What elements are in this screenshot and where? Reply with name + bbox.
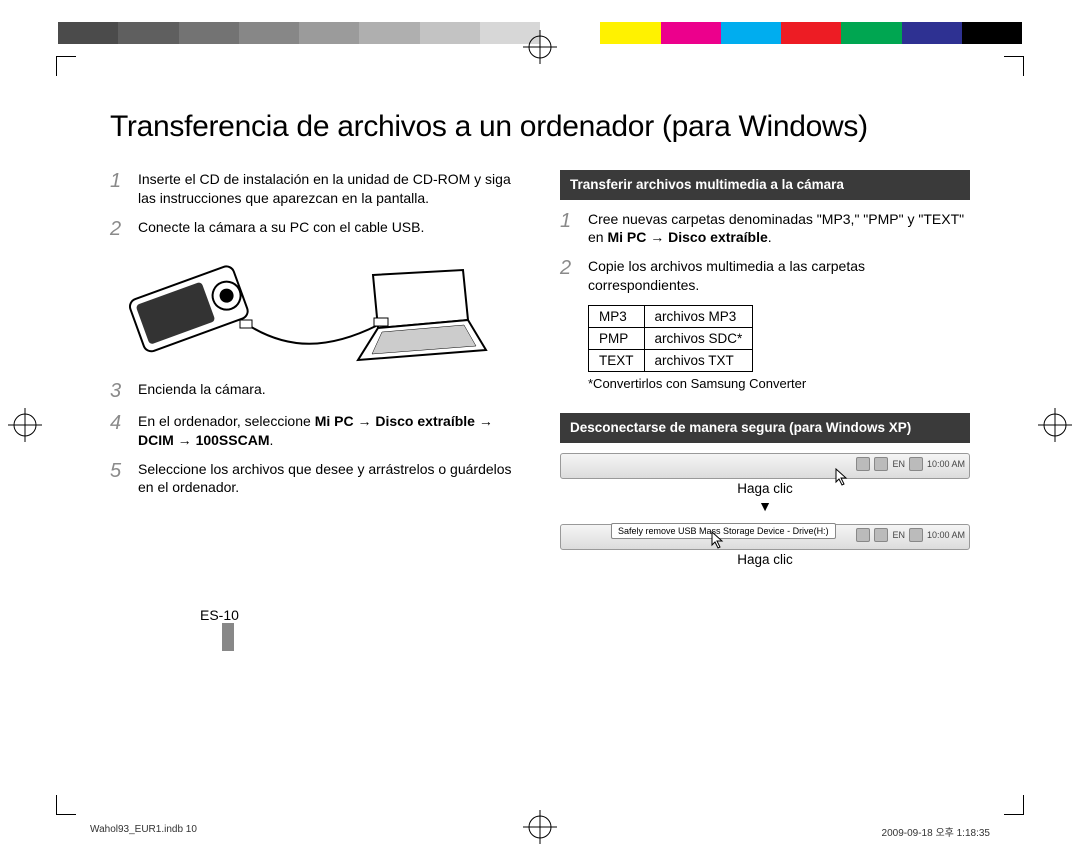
- tray-icon: [856, 528, 870, 542]
- left-column: 1 Inserte el CD de instalación en la uni…: [110, 170, 520, 567]
- page-tab-marker: [222, 623, 234, 651]
- page-title: Transferencia de archivos a un ordenador…: [110, 110, 970, 144]
- step-text: Encienda la cámara.: [138, 380, 520, 402]
- table-row: TEXTarchivos TXT: [589, 350, 753, 372]
- registration-mark-right: [1038, 408, 1072, 442]
- step-number: 1: [110, 170, 138, 208]
- cursor-icon: [835, 468, 849, 486]
- taskbar-screenshot-2: Safely remove USB Mass Storage Device - …: [560, 524, 970, 567]
- registration-mark-top: [523, 30, 557, 64]
- step-number: 1: [560, 210, 588, 248]
- tray-clock: 10:00 AM: [927, 530, 965, 540]
- windows-taskbar: Safely remove USB Mass Storage Device - …: [560, 524, 970, 550]
- footer-timestamp: 2009-09-18 오후 1:18:35: [882, 824, 990, 839]
- tray-icon: [909, 528, 923, 542]
- crop-mark: [56, 795, 76, 815]
- step: 5 Seleccione los archivos que desee y ar…: [110, 460, 520, 498]
- step-number: 4: [110, 412, 138, 450]
- step-number: 2: [560, 257, 588, 295]
- section-header: Desconectarse de manera segura (para Win…: [560, 413, 970, 443]
- registration-mark-left: [8, 408, 42, 442]
- caption: Haga clic: [560, 552, 970, 567]
- tray-lang: EN: [892, 459, 905, 469]
- step-number: 3: [110, 380, 138, 402]
- step-text: Cree nuevas carpetas denominadas "MP3," …: [588, 210, 970, 248]
- tray-icon: [874, 528, 888, 542]
- step-text: En el ordenador, seleccione Mi PC → Disc…: [138, 412, 520, 450]
- camera-laptop-diagram: [128, 250, 520, 370]
- step: 2 Conecte la cámara a su PC con el cable…: [110, 218, 520, 240]
- step-text: Inserte el CD de instalación en la unida…: [138, 170, 520, 208]
- section-header: Transferir archivos multimedia a la cáma…: [560, 170, 970, 200]
- right-column: Transferir archivos multimedia a la cáma…: [560, 170, 970, 567]
- step: 3 Encienda la cámara.: [110, 380, 520, 402]
- tray-icon: [856, 457, 870, 471]
- caption: Haga clic: [560, 481, 970, 496]
- print-footer: Wahol93_EUR1.indb 10 2009-09-18 오후 1:18:…: [90, 824, 990, 839]
- step-number: 2: [110, 218, 138, 240]
- tray-lang: EN: [892, 530, 905, 540]
- crop-mark: [56, 56, 76, 76]
- step-text: Copie los archivos multimedia a las carp…: [588, 257, 970, 295]
- windows-taskbar: EN 10:00 AM: [560, 453, 970, 479]
- footnote: *Convertirlos con Samsung Converter: [588, 376, 970, 391]
- tray-icon: [909, 457, 923, 471]
- taskbar-screenshot-1: EN 10:00 AM Haga clic: [560, 453, 970, 496]
- table-row: MP3archivos MP3: [589, 306, 753, 328]
- crop-mark: [1004, 795, 1024, 815]
- step: 4 En el ordenador, seleccione Mi PC → Di…: [110, 412, 520, 450]
- step: 1 Cree nuevas carpetas denominadas "MP3,…: [560, 210, 970, 248]
- step-text: Seleccione los archivos que desee y arrá…: [138, 460, 520, 498]
- cursor-icon: [711, 531, 725, 549]
- crop-mark: [1004, 56, 1024, 76]
- page-content: Transferencia de archivos a un ordenador…: [110, 110, 970, 623]
- step-text: Conecte la cámara a su PC con el cable U…: [138, 218, 520, 240]
- page-number: ES-10: [200, 607, 970, 623]
- file-types-table: MP3archivos MP3 PMParchivos SDC* TEXTarc…: [588, 305, 753, 372]
- table-row: PMParchivos SDC*: [589, 328, 753, 350]
- step: 2 Copie los archivos multimedia a las ca…: [560, 257, 970, 295]
- footer-filename: Wahol93_EUR1.indb 10: [90, 824, 197, 839]
- tray-clock: 10:00 AM: [927, 459, 965, 469]
- step-number: 5: [110, 460, 138, 498]
- down-arrow-icon: ▼: [560, 498, 970, 514]
- step: 1 Inserte el CD de instalación en la uni…: [110, 170, 520, 208]
- tray-icon: [874, 457, 888, 471]
